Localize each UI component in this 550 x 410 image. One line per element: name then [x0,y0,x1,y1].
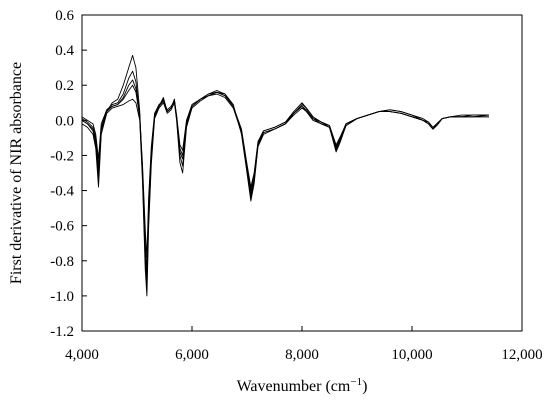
y-tick-label: 0.2 [55,78,74,94]
y-tick-label: -1.0 [50,289,74,305]
x-tick-label: 8,000 [285,347,319,363]
x-tick-label: 10,000 [391,347,432,363]
series-lines [81,54,490,297]
y-tick-label: -0.6 [50,219,74,235]
y-tick-label: -0.4 [50,184,74,200]
y-tick-label: -0.2 [50,148,74,164]
y-tick-label: 0.4 [55,43,74,59]
tick-labels: 0.6 0.4 0.2 0.0 -0.2 -0.4 -0.6 -0.8 -1.0 -1.2 4,00… [50,8,542,363]
y-tick-label: 0.6 [55,8,74,24]
x-tick-label: 4,000 [65,347,99,363]
y-tick-label: 0.0 [55,113,74,129]
x-tick-label: 6,000 [175,347,209,363]
y-tick-label: -1.2 [50,324,74,340]
spectrum-line-2 [81,84,489,258]
y-axis-title: First derivative of NIR absorbance [8,62,25,284]
y-tick-label: -0.8 [50,254,74,270]
tick-marks [81,14,523,332]
spectrum-line-5 [81,79,490,288]
x-tick-label: 12,000 [501,347,542,363]
plot-frame [81,14,523,332]
x-axis-title: Wavenumber (cm−1) [237,376,368,395]
spectrum-line-4 [81,70,489,272]
